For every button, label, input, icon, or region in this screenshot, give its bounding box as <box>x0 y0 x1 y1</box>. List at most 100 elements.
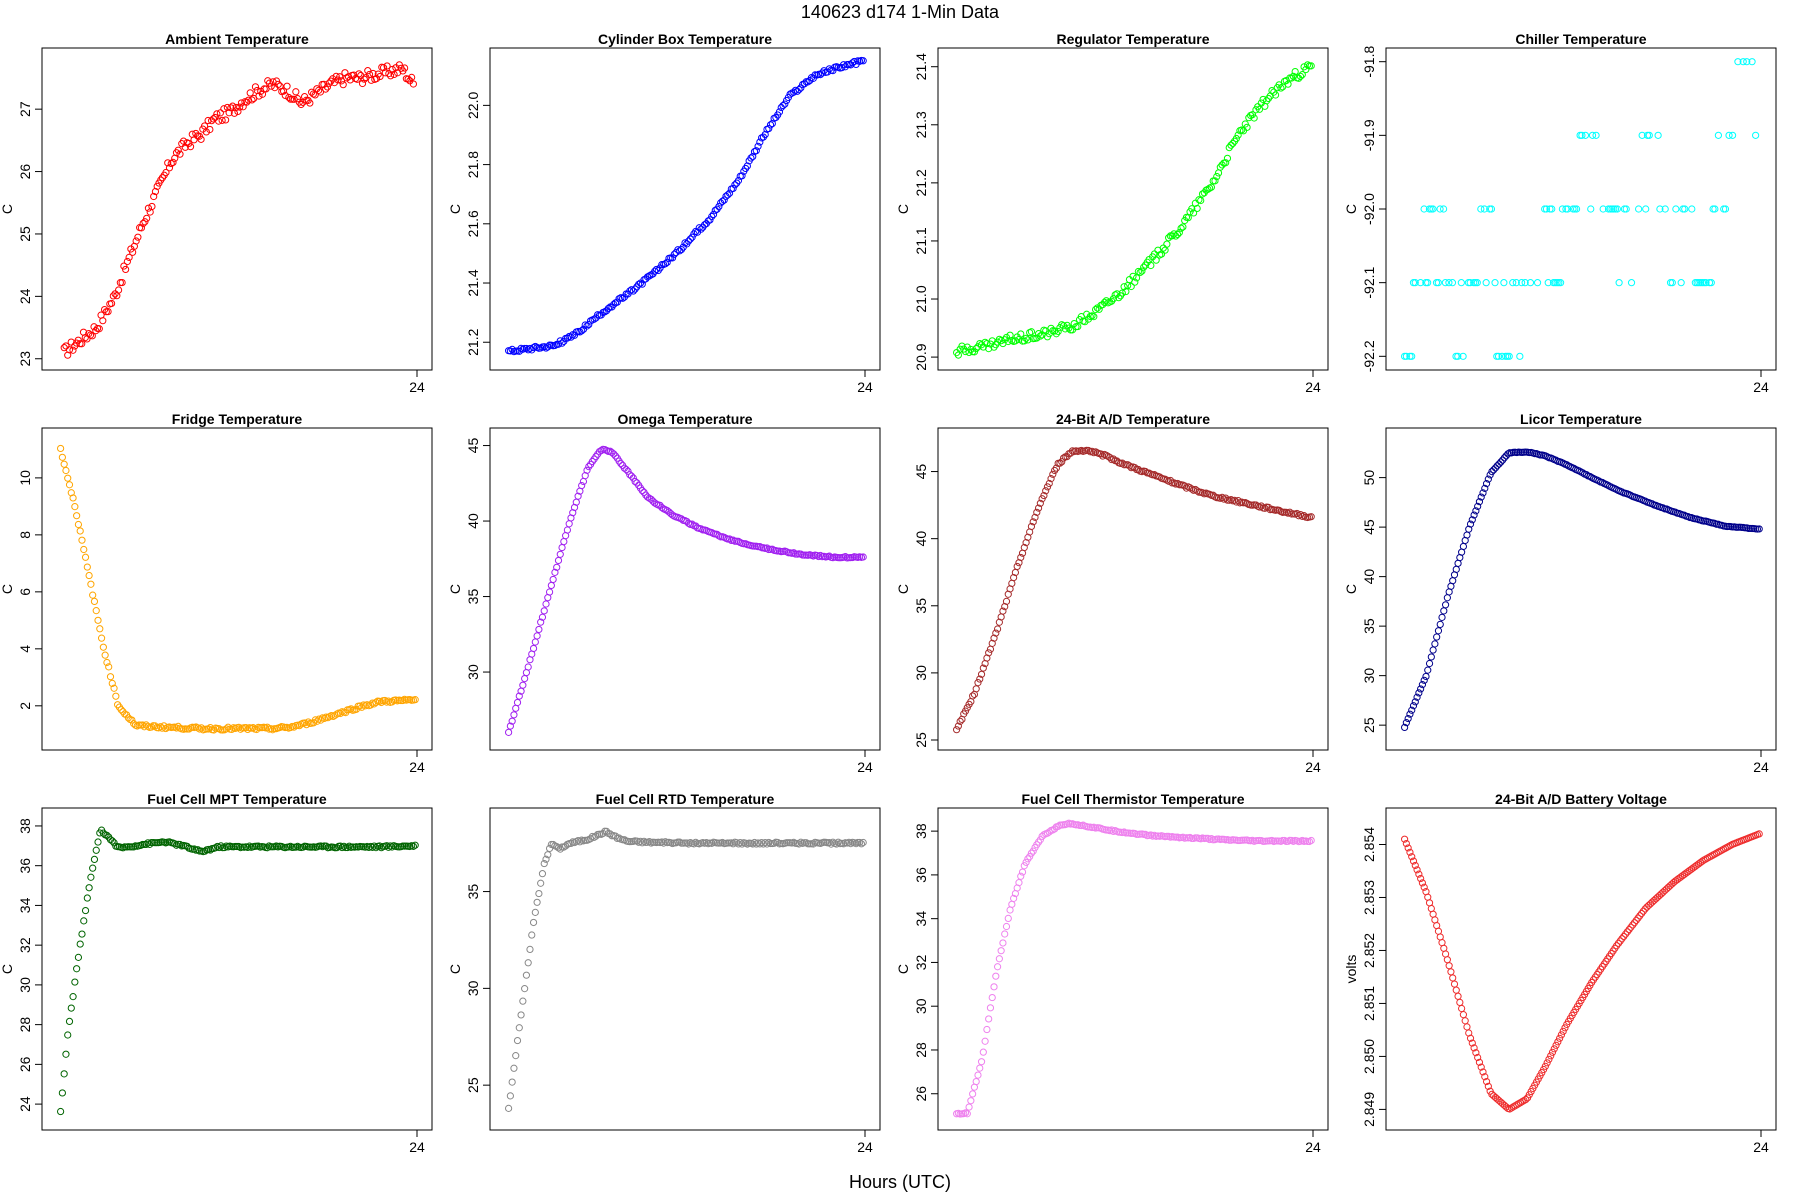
data-point <box>94 838 102 846</box>
y-tick-label: 2.851 <box>1361 986 1377 1021</box>
data-point <box>1083 310 1091 318</box>
data-point <box>1696 858 1704 867</box>
data-point <box>743 162 751 170</box>
data-point <box>1441 279 1449 287</box>
data-point <box>537 618 545 626</box>
y-axis-label: C <box>1343 204 1359 214</box>
data-point <box>1515 1100 1523 1108</box>
data-point <box>627 472 636 480</box>
data-point <box>1434 627 1443 635</box>
data-point <box>235 723 243 731</box>
data-point <box>1470 511 1478 519</box>
data-point <box>1401 835 1409 843</box>
data-point <box>709 210 718 219</box>
data-point <box>1487 205 1496 213</box>
data-point <box>327 77 335 85</box>
data-point <box>809 840 817 848</box>
y-tick-label: 2.849 <box>1361 1092 1377 1127</box>
data-point <box>574 837 582 845</box>
data-point <box>1131 278 1139 286</box>
data-point <box>71 978 79 986</box>
figure-title: 140623 d174 1-Min Data <box>801 2 1000 22</box>
data-points <box>57 826 419 1116</box>
data-point <box>1131 463 1139 472</box>
data-point <box>790 549 798 557</box>
data-point <box>1043 483 1052 491</box>
data-point <box>1748 58 1756 66</box>
data-point <box>1513 1101 1521 1109</box>
y-tick-label: 2.853 <box>1361 880 1377 915</box>
data-point <box>563 526 572 534</box>
data-point <box>611 452 620 460</box>
panel-title: Chiller Temperature <box>1515 31 1646 47</box>
data-point <box>1484 1082 1492 1090</box>
data-point <box>1307 836 1315 845</box>
data-point <box>356 702 364 710</box>
data-point <box>676 838 684 846</box>
data-point <box>1466 279 1474 287</box>
data-point <box>581 321 589 329</box>
data-point <box>578 481 586 490</box>
x-tick-label: 24 <box>1305 1139 1321 1155</box>
data-point <box>1411 279 1419 287</box>
data-point <box>1622 205 1630 213</box>
data-point <box>524 959 532 967</box>
data-point <box>825 838 833 847</box>
y-tick-label: 36 <box>913 867 929 883</box>
data-point <box>1578 131 1586 139</box>
data-point <box>315 86 323 94</box>
data-point <box>1542 205 1551 213</box>
data-point <box>1425 659 1434 668</box>
data-point <box>222 725 230 733</box>
y-tick-label: 25 <box>465 1077 481 1093</box>
data-point <box>169 158 177 166</box>
data-point <box>1109 295 1118 303</box>
data-point <box>140 723 148 731</box>
data-point <box>702 838 710 847</box>
data-point <box>1473 279 1481 287</box>
data-point <box>766 121 775 129</box>
data-point <box>395 61 403 69</box>
data-point <box>1755 830 1763 838</box>
data-point <box>1615 279 1623 287</box>
data-point <box>122 265 130 274</box>
data-point <box>105 663 113 671</box>
data-point <box>148 202 156 211</box>
data-point <box>279 87 288 95</box>
data-point <box>974 1071 982 1079</box>
y-tick-label: 2.854 <box>1361 827 1377 862</box>
data-point <box>643 493 652 501</box>
data-point <box>249 724 257 732</box>
data-point <box>1544 279 1552 287</box>
data-point <box>1150 831 1158 839</box>
data-point <box>286 842 295 850</box>
data-point <box>1418 879 1427 887</box>
data-point <box>151 187 160 196</box>
y-tick-label: 26 <box>17 1056 33 1072</box>
data-point <box>1252 501 1260 509</box>
data-point <box>515 1024 523 1032</box>
data-point <box>570 838 579 847</box>
data-point <box>537 344 545 352</box>
data-point <box>1411 698 1419 706</box>
data-point <box>510 1064 518 1072</box>
data-point <box>549 575 557 584</box>
data-point <box>859 553 867 561</box>
y-tick-label: 10 <box>17 470 33 486</box>
data-point <box>708 839 716 847</box>
data-point <box>1477 493 1485 501</box>
data-point <box>576 838 584 846</box>
data-point <box>1261 504 1269 512</box>
data-point <box>295 98 303 106</box>
data-point <box>1022 858 1030 866</box>
data-point <box>1498 352 1506 360</box>
data-point <box>1554 1038 1562 1046</box>
data-point <box>1677 279 1685 287</box>
data-point <box>112 692 120 700</box>
data-point <box>1008 579 1016 587</box>
data-point <box>999 939 1007 947</box>
data-point <box>104 307 112 316</box>
data-point <box>1470 1044 1478 1052</box>
data-point <box>1466 1034 1475 1042</box>
